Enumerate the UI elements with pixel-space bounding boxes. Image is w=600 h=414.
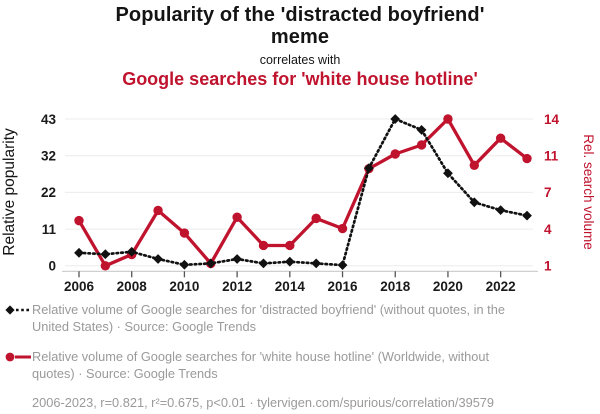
stats-citation-line: 2006-2023, r=0.821, r²=0.675, p<0.01 · t… xyxy=(32,395,495,411)
left-axis-tick-labels: 0 11 22 32 43 xyxy=(41,112,57,274)
svg-text:2014: 2014 xyxy=(275,279,306,294)
svg-text:2012: 2012 xyxy=(222,279,252,294)
chart-subtitle: Google searches for 'white house hotline… xyxy=(122,69,478,89)
svg-text:2020: 2020 xyxy=(433,279,463,294)
left-axis-title: Relative popularity xyxy=(1,128,18,256)
svg-text:32: 32 xyxy=(41,149,56,164)
svg-text:2006: 2006 xyxy=(64,279,95,294)
svg-text:11: 11 xyxy=(42,222,57,237)
figure-header: Popularity of the 'distracted boyfriend'… xyxy=(0,4,600,90)
svg-text:4: 4 xyxy=(544,222,552,237)
svg-text:43: 43 xyxy=(41,112,57,127)
red-circle-solid-icon xyxy=(5,352,31,362)
svg-text:0: 0 xyxy=(48,259,56,274)
svg-text:2010: 2010 xyxy=(169,279,199,294)
svg-text:2022: 2022 xyxy=(486,279,516,294)
legend-item-distracted-boyfriend: Relative volume of Google searches for '… xyxy=(4,301,596,335)
series-distracted-boyfriend xyxy=(74,114,532,271)
svg-text:11: 11 xyxy=(544,149,559,164)
svg-text:14: 14 xyxy=(544,112,560,127)
black-diamond-dotted-icon xyxy=(5,305,31,315)
svg-text:7: 7 xyxy=(544,185,552,200)
svg-text:2016: 2016 xyxy=(328,279,359,294)
svg-text:2008: 2008 xyxy=(117,279,148,294)
svg-text:2018: 2018 xyxy=(380,279,411,294)
chart-legend: Relative volume of Google searches for '… xyxy=(4,301,596,410)
legend-item-label: Relative volume of Google searches for '… xyxy=(32,349,490,382)
correlates-with-label: correlates with xyxy=(259,53,341,67)
right-axis-title: Rel. search volume xyxy=(581,134,596,250)
svg-text:22: 22 xyxy=(41,185,56,200)
x-axis-tick-labels: 2006 2008 2010 2012 2014 2016 2018 2020 2022 xyxy=(64,279,516,294)
svg-text:1: 1 xyxy=(544,259,552,274)
chart-title: Popularity of the 'distracted boyfriend'… xyxy=(115,4,485,48)
legend-item-label: Relative volume of Google searches for '… xyxy=(32,302,505,335)
gridlines xyxy=(65,118,533,267)
legend-item-white-house-hotline: Relative volume of Google searches for '… xyxy=(4,348,596,382)
x-axis xyxy=(62,270,538,278)
